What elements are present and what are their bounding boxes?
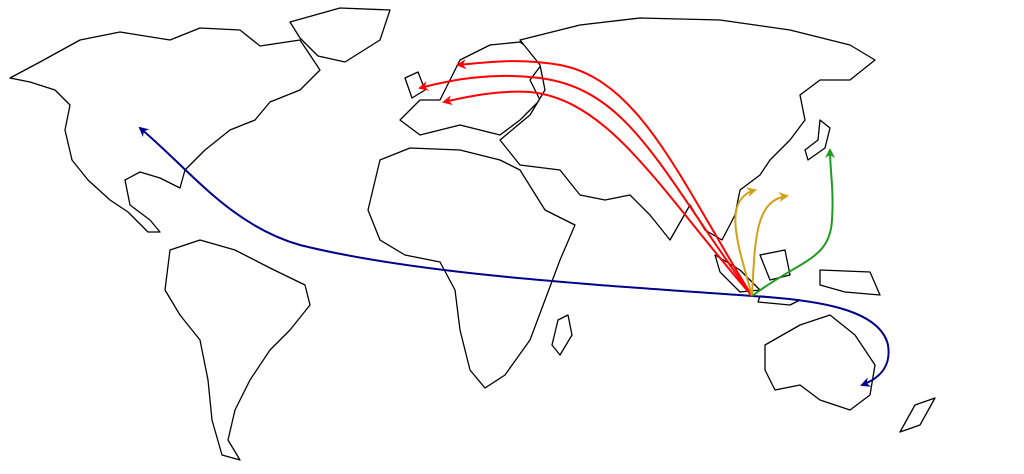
route-europe-3 — [442, 90, 753, 297]
new-zealand — [899, 397, 936, 433]
greenland — [289, 7, 391, 63]
route-china-2 — [751, 192, 789, 297]
route-europe-1 — [456, 59, 753, 297]
madagascar — [551, 314, 573, 356]
europe — [399, 41, 546, 136]
route-americas — [138, 126, 753, 297]
japan — [804, 119, 831, 161]
australia — [764, 314, 876, 411]
africa — [367, 147, 576, 389]
britain — [404, 71, 426, 99]
route-japan — [751, 148, 836, 297]
north-america — [9, 27, 321, 233]
south-america — [164, 239, 311, 461]
route-europe-2 — [418, 74, 753, 297]
route-australia — [751, 295, 890, 387]
route-china-1 — [734, 187, 757, 297]
